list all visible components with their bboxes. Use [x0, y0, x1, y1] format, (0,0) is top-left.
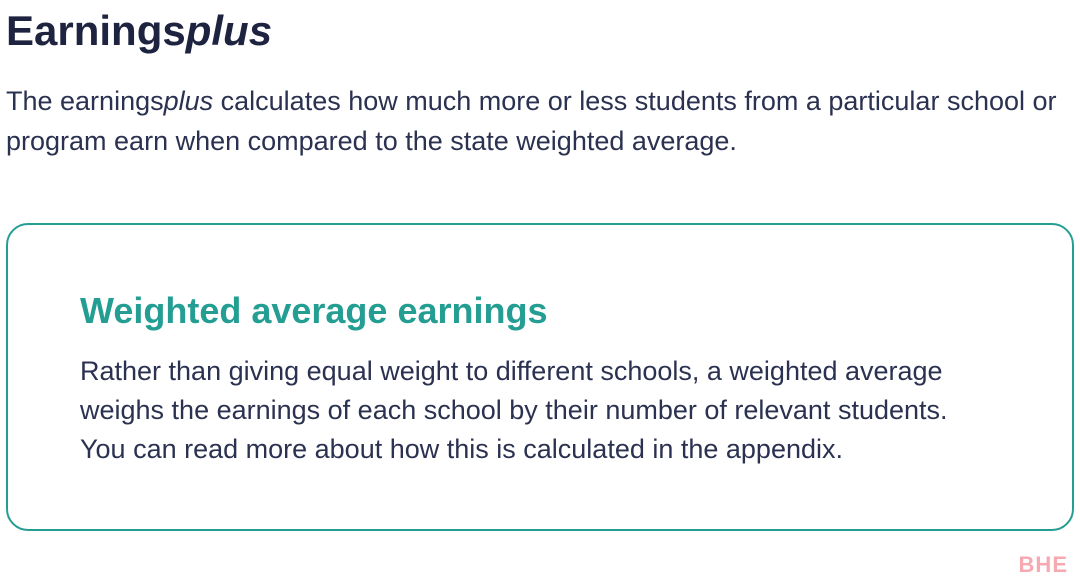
page-title: Earningsplus [6, 0, 1074, 56]
intro-before: The earnings [6, 86, 164, 116]
intro-italic: plus [164, 86, 214, 116]
page-container: Earningsplus The earningsplus calculates… [0, 0, 1080, 584]
callout-box: Weighted average earnings Rather than gi… [6, 223, 1074, 532]
intro-paragraph: The earningsplus calculates how much mor… [6, 82, 1074, 160]
title-suffix-italic: plus [186, 7, 272, 54]
watermark-label: BHE [1019, 552, 1068, 578]
callout-body: Rather than giving equal weight to diffe… [80, 352, 1000, 469]
title-prefix: Earnings [6, 7, 186, 54]
callout-heading: Weighted average earnings [80, 289, 1000, 332]
